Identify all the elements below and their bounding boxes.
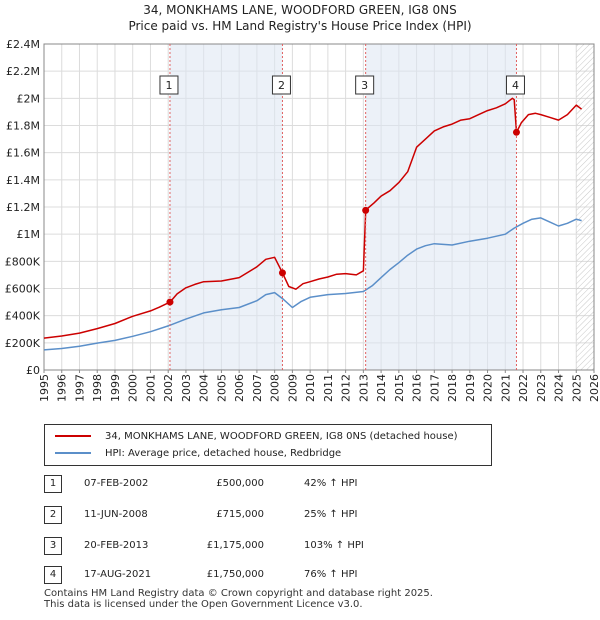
y-tick-label: £2.4M	[6, 38, 40, 51]
chart-title: 34, MONKHAMS LANE, WOODFORD GREEN, IG8 0…	[0, 2, 600, 34]
sale-number-badge: 4	[44, 566, 62, 584]
y-tick-label: £2.2M	[6, 65, 40, 78]
sale-hpi: 103% ↑ HPI	[304, 540, 364, 551]
sale-number-label: 1	[165, 79, 172, 92]
title-line-1: 34, MONKHAMS LANE, WOODFORD GREEN, IG8 0…	[143, 3, 457, 17]
sale-number-label: 2	[278, 79, 285, 92]
y-tick-label: £1.8M	[6, 120, 40, 133]
legend: 34, MONKHAMS LANE, WOODFORD GREEN, IG8 0…	[44, 424, 492, 466]
x-tick-label: 2011	[322, 374, 335, 402]
footer-line-1: Contains HM Land Registry data © Crown c…	[44, 588, 433, 599]
x-tick-label: 2002	[162, 374, 175, 402]
price-chart: £0 £200K £400K £600K £800K £1M £1.2M £1.4M £1.6M…	[5, 38, 600, 402]
x-tick-label: 2024	[553, 374, 566, 402]
x-tick-label: 2020	[482, 374, 495, 402]
y-tick-label: £600K	[5, 283, 41, 296]
x-tick-label: 2014	[375, 374, 388, 402]
sale-point	[512, 128, 520, 136]
sale-number-badge: 1	[44, 475, 62, 493]
legend-blue-label: HPI: Average price, detached house, Redb…	[105, 448, 342, 459]
x-tick-label: 1996	[56, 374, 69, 402]
x-tick-label: 2009	[286, 374, 299, 402]
x-tick-label: 2021	[499, 374, 512, 402]
y-tick-label: £2M	[17, 92, 41, 105]
y-tick-label: £1.4M	[6, 174, 40, 187]
y-tick-label: £1.6M	[6, 147, 40, 160]
sale-number-box	[505, 75, 525, 95]
footer-line-2: This data is licensed under the Open Gov…	[44, 599, 363, 610]
sale-number-label: 4	[512, 79, 519, 92]
x-tick-label: 1995	[38, 374, 51, 402]
ownership-period-shade	[169, 44, 283, 370]
sale-number-badge: 3	[44, 537, 62, 555]
sale-hpi: 42% ↑ HPI	[304, 478, 358, 489]
x-tick-label: 2016	[411, 374, 424, 402]
sale-point	[166, 298, 174, 306]
x-tick-label: 2022	[517, 374, 530, 402]
y-tick-label: £200K	[5, 337, 41, 350]
x-tick-label: 2023	[535, 374, 548, 402]
x-tick-label: 2026	[588, 374, 600, 402]
sale-point	[362, 206, 370, 214]
sale-price: £1,175,000	[206, 540, 264, 551]
sale-price: £715,000	[216, 509, 264, 520]
y-tick-label: £1M	[17, 228, 41, 241]
sale-number-box	[355, 75, 375, 95]
x-tick-label: 2013	[357, 374, 370, 402]
table-row: 2 11-JUN-2008 £715,000 25% ↑ HPI	[44, 506, 444, 524]
title-line-2: Price paid vs. HM Land Registry's House …	[128, 19, 472, 33]
footer-attribution: Contains HM Land Registry data © Crown c…	[44, 588, 433, 610]
x-tick-label: 2008	[269, 374, 282, 402]
sale-price: £1,750,000	[206, 569, 264, 580]
y-tick-label: £400K	[5, 310, 41, 323]
x-tick-label: 1998	[91, 374, 104, 402]
x-tick-label: 2019	[464, 374, 477, 402]
sale-date: 17-AUG-2021	[84, 569, 152, 580]
x-tick-label: 2007	[251, 374, 264, 402]
sale-date: 20-FEB-2013	[84, 540, 149, 551]
sale-date: 07-FEB-2002	[84, 478, 149, 489]
x-tick-label: 2005	[215, 374, 228, 402]
x-tick-label: 1999	[109, 374, 122, 402]
table-row: 3 20-FEB-2013 £1,175,000 103% ↑ HPI	[44, 537, 444, 555]
plot-frame	[43, 43, 595, 371]
legend-item-price: 34, MONKHAMS LANE, WOODFORD GREEN, IG8 0…	[55, 429, 458, 445]
legend-item-hpi: HPI: Average price, detached house, Redb…	[55, 446, 341, 462]
forecast-hatch	[576, 44, 594, 370]
sale-number-box	[271, 75, 291, 95]
sale-point	[278, 269, 286, 277]
y-tick-label: £1.2M	[6, 201, 40, 214]
x-tick-label: 2000	[127, 374, 140, 402]
x-tick-label: 2015	[393, 374, 406, 402]
x-tick-label: 2018	[446, 374, 459, 402]
sale-number-box	[159, 75, 179, 95]
sale-hpi: 25% ↑ HPI	[304, 509, 358, 520]
x-tick-label: 2025	[570, 374, 583, 402]
legend-red-label: 34, MONKHAMS LANE, WOODFORD GREEN, IG8 0…	[105, 431, 458, 442]
x-tick-label: 2003	[180, 374, 193, 402]
sale-price: £500,000	[216, 478, 264, 489]
sale-date: 11-JUN-2008	[84, 509, 148, 520]
legend-red-swatch	[55, 435, 91, 437]
ownership-period-shade	[365, 44, 517, 370]
sale-hpi: 76% ↑ HPI	[304, 569, 358, 580]
sale-number-label: 3	[361, 79, 368, 92]
table-row: 1 07-FEB-2002 £500,000 42% ↑ HPI	[44, 475, 444, 493]
x-tick-label: 2010	[304, 374, 317, 402]
x-tick-label: 2006	[233, 374, 246, 402]
x-tick-label: 1997	[73, 374, 86, 402]
x-tick-label: 2012	[340, 374, 353, 402]
y-tick-label: £0	[26, 364, 40, 377]
x-tick-label: 2017	[428, 374, 441, 402]
hpi-line	[43, 217, 582, 351]
sale-number-badge: 2	[44, 506, 62, 524]
x-tick-label: 2004	[198, 374, 211, 402]
x-tick-label: 2001	[144, 374, 157, 402]
table-row: 4 17-AUG-2021 £1,750,000 76% ↑ HPI	[44, 566, 444, 584]
legend-blue-swatch	[55, 452, 91, 454]
y-tick-label: £800K	[5, 255, 41, 268]
